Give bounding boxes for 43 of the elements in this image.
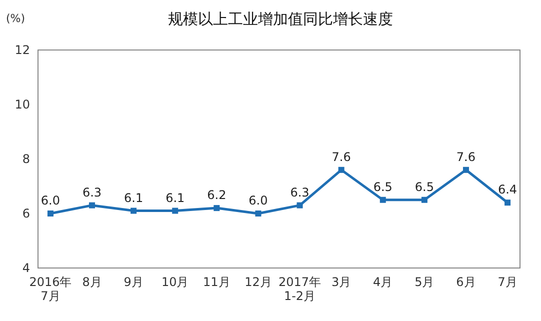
data-label: 7.6 xyxy=(456,150,476,164)
data-label: 6.0 xyxy=(40,194,60,208)
data-label: 6.1 xyxy=(166,190,185,205)
x-tick-label: 9月 xyxy=(124,275,144,289)
data-label: 6.3 xyxy=(290,185,310,200)
x-tick-label: 2017年 1-2月 xyxy=(278,275,322,303)
data-label: 6.3 xyxy=(82,185,102,200)
point xyxy=(214,205,220,212)
data-label: 7.6 xyxy=(332,150,351,164)
x-tick-label: 8月 xyxy=(82,275,102,289)
point xyxy=(130,208,137,214)
x-tick-label: 4月 xyxy=(373,275,393,289)
x-tick-label: 3月 xyxy=(332,275,352,289)
y-tick-label: 4 xyxy=(22,261,30,276)
point xyxy=(380,196,386,203)
point xyxy=(338,166,344,173)
x-tick-label: 6月 xyxy=(456,275,476,289)
data-label: 6.0 xyxy=(248,194,268,208)
x-tick-label: 11月 xyxy=(203,275,230,289)
point xyxy=(296,202,303,208)
data-label: 6.1 xyxy=(124,190,144,205)
x-tick-label: 5月 xyxy=(414,275,434,289)
data-label: 6.5 xyxy=(414,180,434,194)
x-tick-label: 2016年 7月 xyxy=(29,275,72,303)
y-tick-label: 8 xyxy=(22,152,30,166)
x-tick-label: 12月 xyxy=(244,275,272,289)
data-label: 6.2 xyxy=(207,188,226,202)
point xyxy=(172,208,178,214)
point xyxy=(462,166,469,173)
point xyxy=(504,200,511,206)
point xyxy=(89,202,96,208)
chart-title: 规模以上工业增加值同比增长速度 xyxy=(168,10,393,28)
x-tick-label: 7月 xyxy=(498,275,518,289)
y-axis-title: (%) xyxy=(6,12,26,25)
x-tick-label: 10月 xyxy=(161,275,189,289)
point xyxy=(255,210,262,216)
point xyxy=(421,196,428,203)
point xyxy=(47,210,54,216)
data-label: 6.5 xyxy=(373,180,392,194)
y-tick-label: 10 xyxy=(14,98,30,112)
data-label: 6.4 xyxy=(498,182,518,197)
y-tick-label: 6 xyxy=(22,206,30,221)
y-tick-label: 12 xyxy=(14,43,30,58)
